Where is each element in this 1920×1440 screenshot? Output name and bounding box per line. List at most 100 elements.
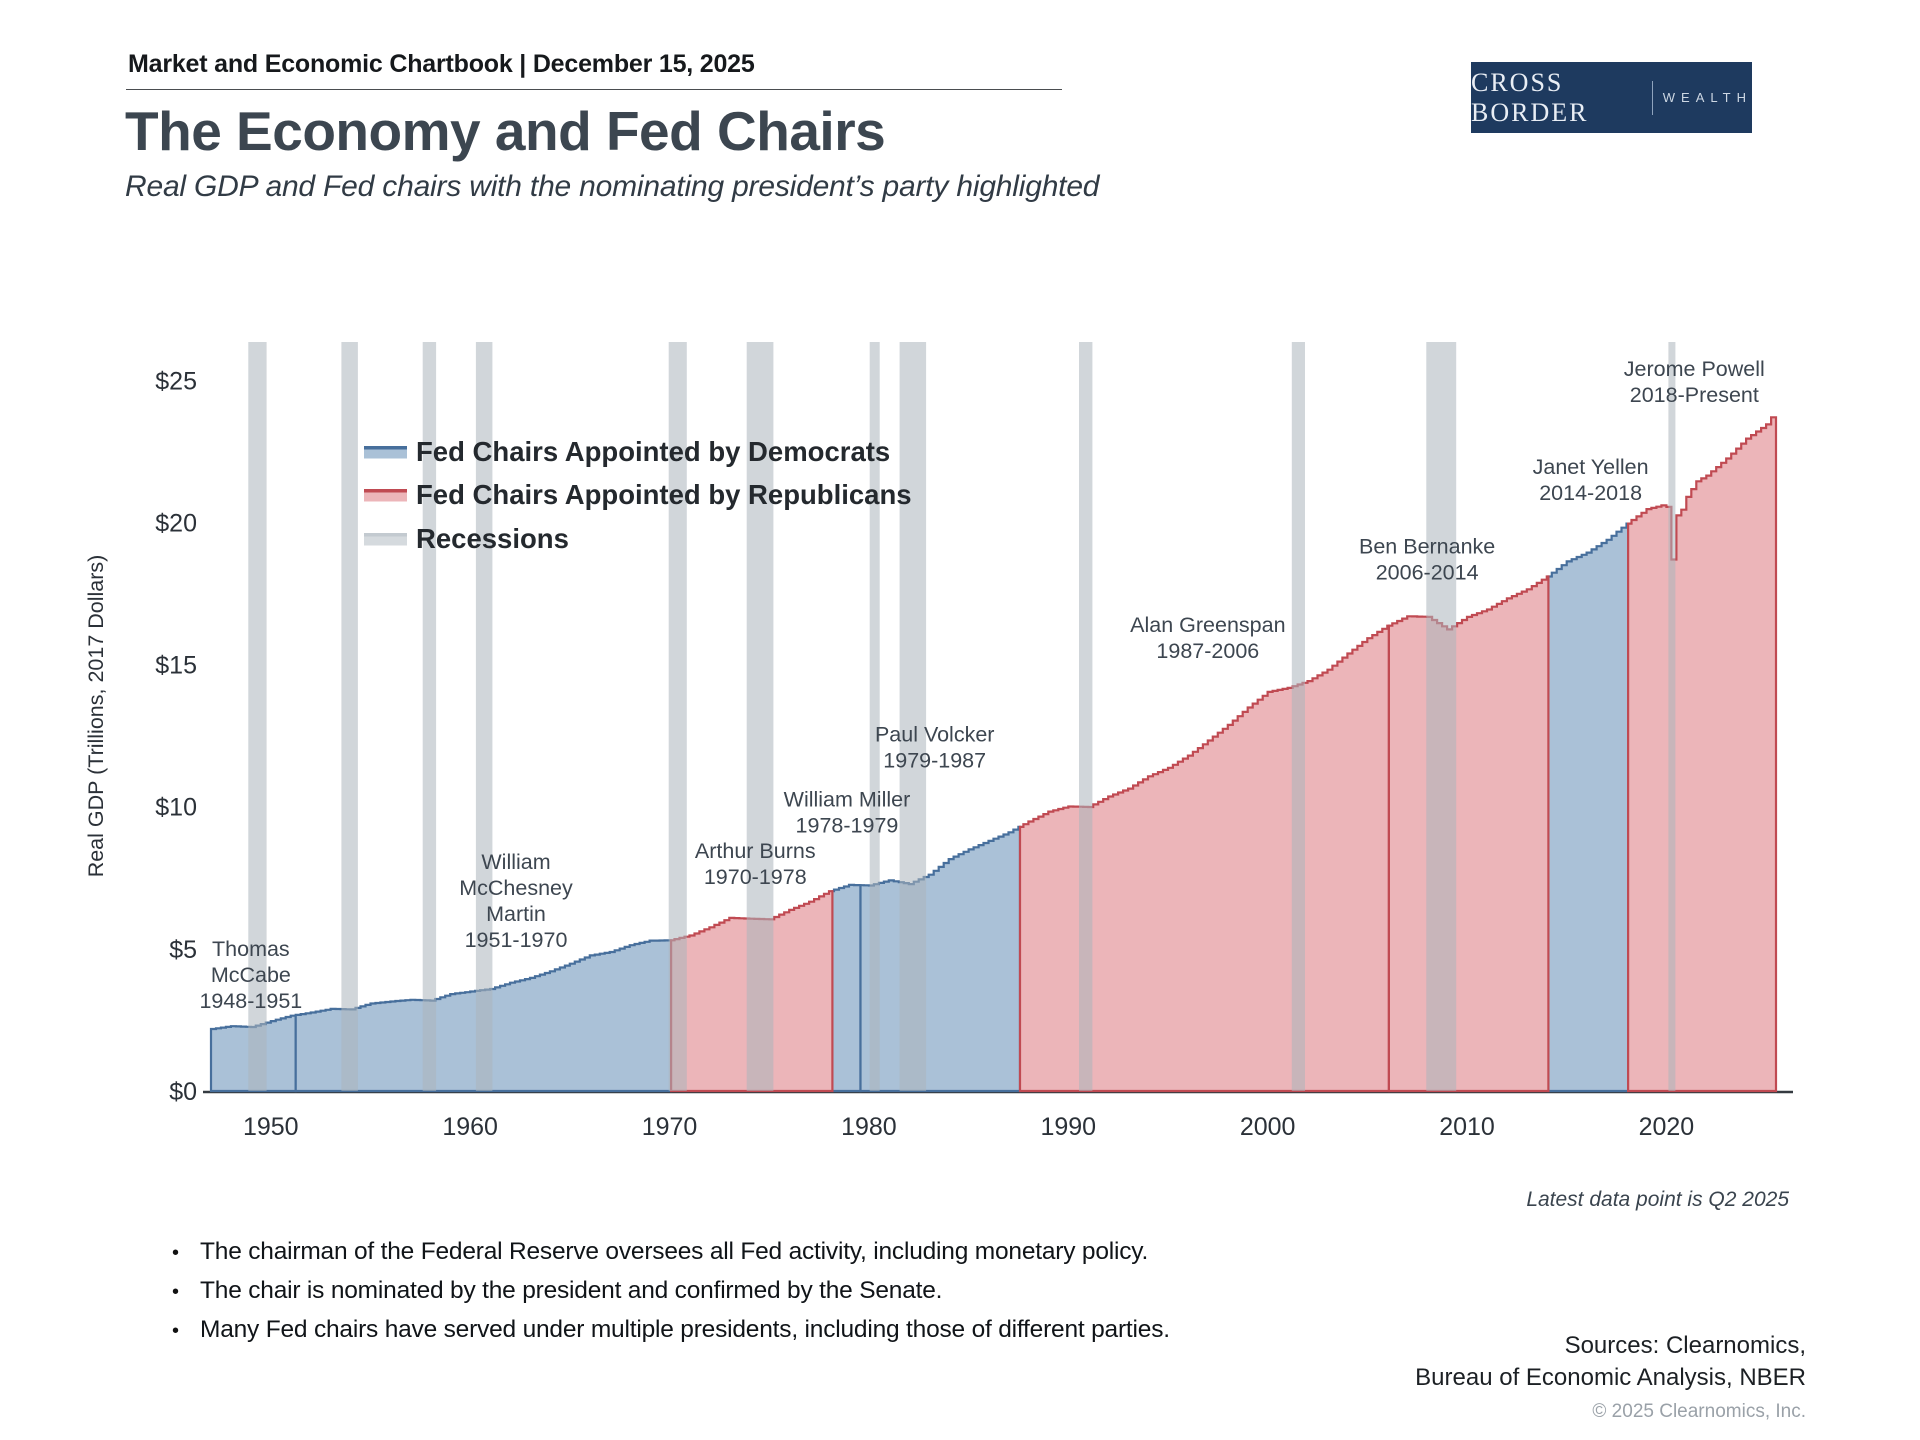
svg-text:Martin: Martin — [486, 902, 546, 926]
recession-band — [1079, 342, 1093, 1091]
svg-text:$0: $0 — [169, 1078, 197, 1106]
svg-text:2006-2014: 2006-2014 — [1376, 561, 1479, 585]
recession-band — [746, 342, 774, 1091]
bullet-item: • The chairman of the Federal Reserve ov… — [172, 1238, 1149, 1265]
legend-swatch-line — [364, 489, 407, 493]
header-divider — [126, 89, 1062, 90]
svg-text:$25: $25 — [155, 367, 197, 395]
page-subtitle: Real GDP and Fed chairs with the nominat… — [125, 170, 1100, 203]
svg-text:2014-2018: 2014-2018 — [1539, 481, 1642, 505]
svg-text:1980: 1980 — [841, 1113, 897, 1141]
svg-text:$20: $20 — [155, 509, 197, 537]
bullet-marker: • — [172, 1320, 180, 1342]
svg-text:1987-2006: 1987-2006 — [1156, 639, 1259, 663]
svg-text:Janet Yellen: Janet Yellen — [1533, 455, 1649, 479]
svg-text:$5: $5 — [169, 936, 197, 964]
svg-text:Paul Volcker: Paul Volcker — [875, 722, 995, 746]
recession-band — [1291, 342, 1305, 1091]
takeaway-bullets: • The chairman of the Federal Reserve ov… — [172, 1238, 1372, 1355]
recession-band — [341, 342, 358, 1091]
sources-line-2: Bureau of Economic Analysis, NBER — [1415, 1364, 1806, 1391]
svg-text:Thomas: Thomas — [212, 937, 290, 961]
recession-band — [248, 342, 267, 1091]
recession-band — [668, 342, 687, 1091]
svg-text:2000: 2000 — [1240, 1113, 1296, 1141]
svg-text:1951-1970: 1951-1970 — [465, 928, 568, 952]
svg-text:1950: 1950 — [243, 1113, 299, 1141]
svg-text:1978-1979: 1978-1979 — [796, 814, 899, 838]
svg-text:$10: $10 — [155, 794, 197, 822]
legend-swatch-line — [364, 446, 407, 450]
page-title: The Economy and Fed Chairs — [125, 100, 886, 162]
svg-text:Ben Bernanke: Ben Bernanke — [1359, 535, 1495, 559]
gdp-segment-alan-greenspan — [1018, 624, 1390, 1093]
cross-border-wealth-logo: CROSS BORDER WEALTH — [1471, 62, 1752, 133]
recession-band — [1426, 342, 1457, 1091]
svg-text:2018-Present: 2018-Present — [1630, 383, 1759, 407]
gdp-area-segments — [209, 416, 1778, 1093]
recession-band — [869, 342, 880, 1091]
recession-band — [899, 342, 927, 1091]
logo-primary-text: CROSS BORDER — [1471, 67, 1589, 127]
gdp-segment-janet-yellen — [1547, 522, 1630, 1093]
svg-text:Alan Greenspan: Alan Greenspan — [1130, 613, 1285, 637]
svg-text:2010: 2010 — [1439, 1113, 1495, 1141]
y-axis-title: Real GDP (Trillions, 2017 Dollars) — [84, 555, 108, 878]
legend-swatch-fill — [364, 449, 407, 459]
recession-band — [422, 342, 437, 1091]
svg-text:Fed Chairs Appointed by Democr: Fed Chairs Appointed by Democrats — [416, 436, 890, 467]
logo-secondary-text: WEALTH — [1662, 90, 1752, 105]
y-axis-labels: $0 $5 $10 $15 $20 $25 — [155, 367, 197, 1106]
sources-line-1: Sources: Clearnomics, — [1564, 1332, 1806, 1359]
bullet-marker: • — [172, 1242, 180, 1264]
legend-item-recessions: Recessions — [364, 523, 569, 554]
svg-text:William Miller: William Miller — [784, 788, 911, 812]
latest-data-note: Latest data point is Q2 2025 — [1526, 1188, 1789, 1211]
gdp-segment-paul-volcker — [859, 825, 1022, 1093]
svg-text:Fed Chairs Appointed by Republ: Fed Chairs Appointed by Republicans — [416, 479, 912, 510]
svg-text:1948-1951: 1948-1951 — [199, 989, 302, 1013]
legend-swatch-fill — [364, 492, 407, 502]
svg-text:1979-1987: 1979-1987 — [883, 748, 986, 772]
bullet-marker: • — [172, 1281, 180, 1303]
logo-divider — [1652, 80, 1653, 115]
svg-text:1970-1978: 1970-1978 — [704, 865, 807, 889]
chart-legend: Fed Chairs Appointed by Democrats Fed Cha… — [364, 436, 912, 554]
svg-text:McCabe: McCabe — [211, 963, 291, 987]
copyright-line: © 2025 Clearnomics, Inc. — [1592, 1401, 1806, 1422]
gdp-segment-william-miller — [831, 883, 862, 1093]
svg-text:$15: $15 — [155, 652, 197, 680]
report-header: Market and Economic Chartbook | December… — [128, 50, 755, 78]
svg-text:Recessions: Recessions — [416, 523, 569, 554]
bullet-item: • The chair is nominated by the presiden… — [172, 1277, 943, 1304]
gdp-segment-jerome-powell — [1627, 416, 1778, 1093]
recession-band — [475, 342, 493, 1091]
svg-text:1990: 1990 — [1040, 1113, 1096, 1141]
sources-block: Sources: Clearnomics, Bureau of Economic… — [1415, 1330, 1806, 1428]
gdp-fed-chairs-chart: $0 $5 $10 $15 $20 $25 1950 1960 1970 1980 1990 2000… — [84, 342, 1793, 1141]
svg-text:Jerome Powell: Jerome Powell — [1624, 357, 1765, 381]
x-axis-labels: 1950 1960 1970 1980 1990 2000 2010 2020 — [243, 1113, 1694, 1141]
gdp-segment-ben-bernanke — [1387, 575, 1550, 1093]
recession-bands — [248, 342, 1676, 1091]
legend-swatch-line — [364, 533, 407, 537]
svg-text:2020: 2020 — [1639, 1113, 1695, 1141]
legend-swatch-fill — [364, 536, 407, 546]
recession-band — [1668, 342, 1676, 1091]
svg-text:Arthur Burns: Arthur Burns — [695, 839, 816, 863]
svg-text:William: William — [481, 850, 550, 874]
svg-text:McChesney: McChesney — [459, 876, 573, 900]
legend-item-democrats: Fed Chairs Appointed by Democrats — [364, 436, 890, 467]
svg-text:1970: 1970 — [642, 1113, 698, 1141]
legend-item-republicans: Fed Chairs Appointed by Republicans — [364, 479, 912, 510]
